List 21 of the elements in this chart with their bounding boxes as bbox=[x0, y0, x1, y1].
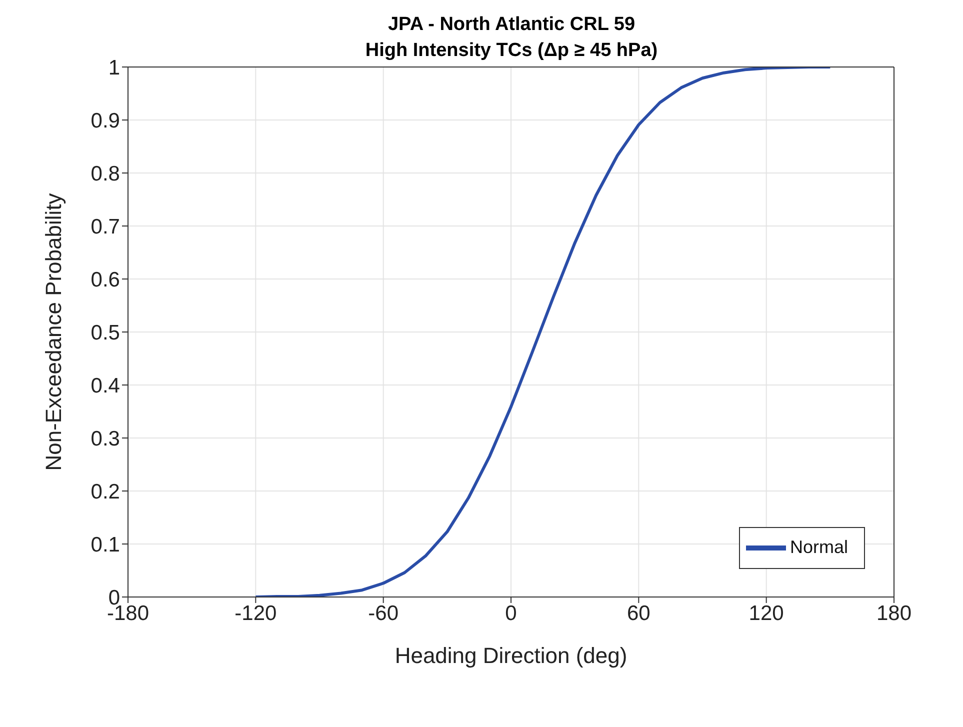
x-tick-label: -60 bbox=[368, 602, 399, 625]
y-tick-label: 0.1 bbox=[90, 533, 120, 556]
y-tick-label: 0.2 bbox=[90, 480, 120, 504]
x-tick-label: 0 bbox=[505, 602, 517, 625]
x-tick-label: 60 bbox=[626, 602, 650, 625]
y-tick-label: 0.4 bbox=[90, 374, 120, 398]
y-tick-label: 1 bbox=[108, 56, 120, 80]
x-tick-label: 180 bbox=[876, 602, 912, 625]
y-tick-label: 0.9 bbox=[90, 109, 120, 132]
y-tick-label: 0.3 bbox=[90, 427, 120, 450]
chart-title: JPA - North Atlantic CRL 59 bbox=[386, 13, 636, 37]
y-tick-label: 0.6 bbox=[90, 268, 120, 292]
x-tick-label: -120 bbox=[234, 602, 277, 625]
y-tick-label: 0.7 bbox=[90, 215, 120, 238]
x-tick-label: 120 bbox=[748, 602, 784, 625]
legend-label: Normal bbox=[790, 536, 848, 557]
x-axis-title: Heading Direction (deg) bbox=[394, 643, 628, 668]
y-axis-title: Non-Exceedance Probability bbox=[40, 193, 66, 471]
y-tick-label: 0.5 bbox=[90, 321, 120, 344]
chart-subtitle: High Intensity TCs (Δp ≥ 45 hPa) bbox=[365, 40, 658, 61]
y-tick-label: 0.8 bbox=[90, 162, 120, 186]
